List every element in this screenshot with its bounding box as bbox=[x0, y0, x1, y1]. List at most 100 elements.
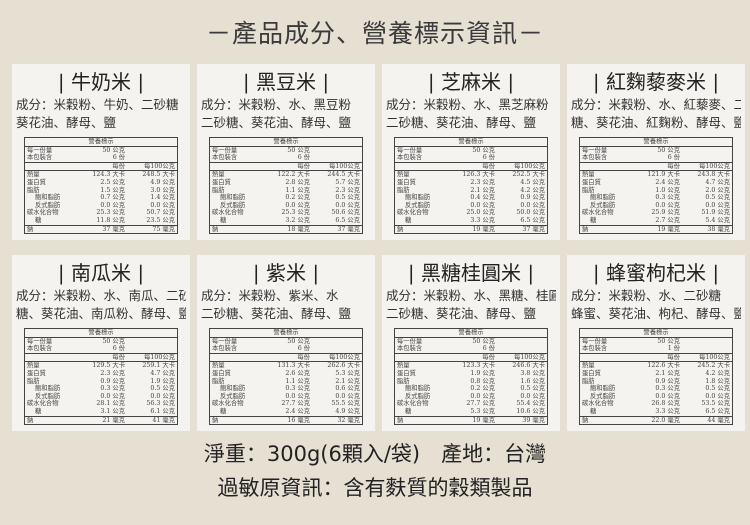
nutrition-table-header: 營養標示 bbox=[395, 329, 547, 338]
value: 50 公克 bbox=[287, 337, 310, 345]
serving-row: 每一份量 50 公克 bbox=[210, 338, 362, 346]
nutrient-row: 鈉 22.0 毫克 44 毫克 bbox=[580, 415, 732, 425]
product-name: | 黑糖桂圓米 | bbox=[407, 261, 535, 285]
nutrient-name: 蛋白質 bbox=[397, 369, 416, 377]
label: 每一份量 bbox=[582, 337, 608, 345]
nutrient-name: 蛋白質 bbox=[582, 178, 601, 186]
label bbox=[582, 163, 634, 171]
label: 每一份量 bbox=[397, 146, 423, 154]
per-100g-value: 0.0 公克 bbox=[150, 201, 175, 209]
nutrition-table: 營養標示 每一份量 50 公克 本包裝含 1 份每份 每100公克 熱量 122.6 大卡 24… bbox=[579, 328, 733, 426]
nutrition-table: 營養標示 每一份量 50 公克 本包裝含 6 份每份 每100公克 熱量 131.3 大卡 26… bbox=[209, 328, 363, 426]
per-100g-value: 4.7 公克 bbox=[705, 178, 730, 186]
per-100g-value: 37 毫克 bbox=[337, 225, 360, 233]
ingredients-line: 成分：米穀粉、水、二砂糖 bbox=[571, 288, 722, 303]
nutrient-row: 反式脂肪 0.0 公克 0.0 公克 bbox=[395, 393, 547, 401]
per-serving-value: 3.3 公克 bbox=[655, 407, 680, 415]
serving-row: 每一份量 50 公克 bbox=[395, 147, 547, 155]
nutrient-row: 脂肪 1.1 公克 2.3 公克 bbox=[210, 187, 362, 195]
per-100g-value: 1.9 公克 bbox=[150, 377, 175, 385]
per-100g-header: 每100公克 bbox=[699, 353, 730, 361]
per-serving-header: 每份 bbox=[297, 162, 310, 170]
nutrient-row: 碳水化合物 26.8 公克 53.5 公克 bbox=[580, 400, 732, 408]
nutrient-name: 飽和脂肪 bbox=[35, 385, 61, 393]
per-100g-value: 2.3 公克 bbox=[335, 186, 360, 194]
product-card: | 蜂蜜枸杞米 | 成分：米穀粉、水、二砂糖 蜂蜜、葵花油、枸杞、酵母、鹽 營養標示每… bbox=[567, 255, 745, 431]
nutrient-name: 蛋白質 bbox=[212, 178, 231, 186]
nutrient-row: 熱量 121.9 大卡 243.8 大卡 bbox=[580, 171, 732, 179]
column-header-row: 每份 每100公克 bbox=[395, 163, 547, 172]
nutrition-table-header: 營養標示 bbox=[580, 138, 732, 147]
nutrient-row: 反式脂肪 0.0 公克 0.0 公克 bbox=[210, 393, 362, 401]
nutrient-name: 飽和脂肪 bbox=[590, 385, 616, 393]
per-serving-value: 0.0 公克 bbox=[655, 392, 680, 400]
nutrient-row: 蛋白質 2.6 公克 5.3 公克 bbox=[210, 370, 362, 378]
product-card: | 黑糖桂圓米 | 成分：米穀粉、水、黑糖、桂圓 二砂糖、葵花油、酵母、鹽 營養標示每… bbox=[382, 255, 560, 431]
nutrient-name: 熱量 bbox=[582, 171, 595, 179]
per-100g-value: 0.5 公克 bbox=[150, 385, 175, 393]
nutrient-name: 蛋白質 bbox=[582, 369, 601, 377]
per-serving-header: 每份 bbox=[112, 353, 125, 361]
per-serving-header: 每份 bbox=[667, 162, 680, 170]
per-100g-value: 245.2 大卡 bbox=[697, 362, 730, 370]
pack-row: 本包裝含 6 份 bbox=[25, 345, 177, 354]
per-serving-value: 129.5 大卡 bbox=[92, 362, 125, 370]
per-100g-value: 248.5 大卡 bbox=[142, 171, 175, 179]
page-title: －產品成分、營養標示資訊－ bbox=[205, 19, 544, 48]
per-100g-header: 每100公克 bbox=[329, 353, 360, 361]
value: 6 份 bbox=[297, 345, 310, 353]
nutrient-name: 熱量 bbox=[397, 171, 410, 179]
nutrient-name: 鈉 bbox=[27, 225, 34, 233]
product-card: | 黑豆米 | 成分：米穀粉、水、黑豆粉 二砂糖、葵花油、酵母、鹽 營養標示 每一份量 5… bbox=[197, 64, 375, 240]
nutrient-row: 飽和脂肪 0.4 公克 0.9 公克 bbox=[395, 194, 547, 202]
nutrient-name: 反式脂肪 bbox=[590, 201, 616, 209]
label: 本包裝含 bbox=[582, 345, 608, 353]
nutrient-name: 脂肪 bbox=[397, 377, 410, 385]
per-serving-value: 21 毫克 bbox=[102, 416, 125, 424]
nutrient-row: 糖 3.3 公克 6.5 公克 bbox=[395, 217, 547, 225]
product-name: | 南瓜米 | bbox=[57, 261, 145, 285]
nutrient-name: 碳水化合物 bbox=[397, 209, 429, 217]
nutrient-row: 反式脂肪 0.0 公克 0.0 公克 bbox=[25, 393, 177, 401]
per-serving-value: 0.3 公克 bbox=[285, 385, 310, 393]
nutrient-name: 飽和脂肪 bbox=[590, 194, 616, 202]
per-serving-value: 0.0 公克 bbox=[100, 201, 125, 209]
per-100g-value: 0.5 公克 bbox=[520, 385, 545, 393]
nutrient-row: 反式脂肪 0.0 公克 0.0 公克 bbox=[580, 393, 732, 401]
column-header-row: 每份 每100公克 bbox=[580, 354, 732, 363]
per-serving-value: 0.9 公克 bbox=[655, 377, 680, 385]
value: 50 公克 bbox=[657, 146, 680, 154]
product-name: | 黑豆米 | bbox=[242, 70, 330, 94]
nutrient-row: 碳水化合物 27.7 公克 55.4 公克 bbox=[395, 400, 547, 408]
per-100g-value: 246.6 大卡 bbox=[512, 362, 545, 370]
nutrient-name: 鈉 bbox=[582, 416, 589, 424]
nutrient-row: 糖 2.7 公克 5.4 公克 bbox=[580, 217, 732, 225]
per-100g-value: 5.4 公克 bbox=[705, 216, 730, 224]
nutrient-row: 脂肪 2.1 公克 4.2 公克 bbox=[395, 187, 547, 195]
nutrient-row: 蛋白質 2.8 公克 5.7 公克 bbox=[210, 179, 362, 187]
nutrient-name: 脂肪 bbox=[212, 377, 225, 385]
label: 每一份量 bbox=[212, 337, 238, 345]
nutrient-name: 鈉 bbox=[397, 225, 404, 233]
per-100g-value: 0.0 公克 bbox=[520, 392, 545, 400]
nutrient-row: 反式脂肪 0.0 公克 0.0 公克 bbox=[210, 202, 362, 210]
per-100g-value: 4.2 公克 bbox=[705, 369, 730, 377]
nutrient-row: 碳水化合物 25.0 公克 50.0 公克 bbox=[395, 209, 547, 217]
per-serving-header: 每份 bbox=[667, 353, 680, 361]
label: 本包裝含 bbox=[582, 154, 608, 162]
label bbox=[397, 163, 449, 171]
serving-row: 每一份量 50 公克 bbox=[25, 338, 177, 346]
nutrient-row: 蛋白質 2.4 公克 4.7 公克 bbox=[580, 179, 732, 187]
per-100g-value: 4.7 公克 bbox=[150, 369, 175, 377]
column-header-row: 每份 每100公克 bbox=[25, 354, 177, 363]
per-100g-value: 0.0 公克 bbox=[150, 392, 175, 400]
per-100g-header: 每100公克 bbox=[144, 353, 175, 361]
per-serving-value: 3.1 公克 bbox=[100, 407, 125, 415]
per-100g-value: 50.0 公克 bbox=[516, 209, 545, 217]
nutrient-name: 糖 bbox=[590, 407, 597, 415]
per-serving-value: 27.7 公克 bbox=[281, 400, 310, 408]
per-serving-value: 28.1 公克 bbox=[96, 400, 125, 408]
nutrient-name: 飽和脂肪 bbox=[405, 194, 431, 202]
per-100g-value: 0.0 公克 bbox=[335, 201, 360, 209]
nutrient-row: 糖 3.3 公克 6.5 公克 bbox=[580, 408, 732, 416]
